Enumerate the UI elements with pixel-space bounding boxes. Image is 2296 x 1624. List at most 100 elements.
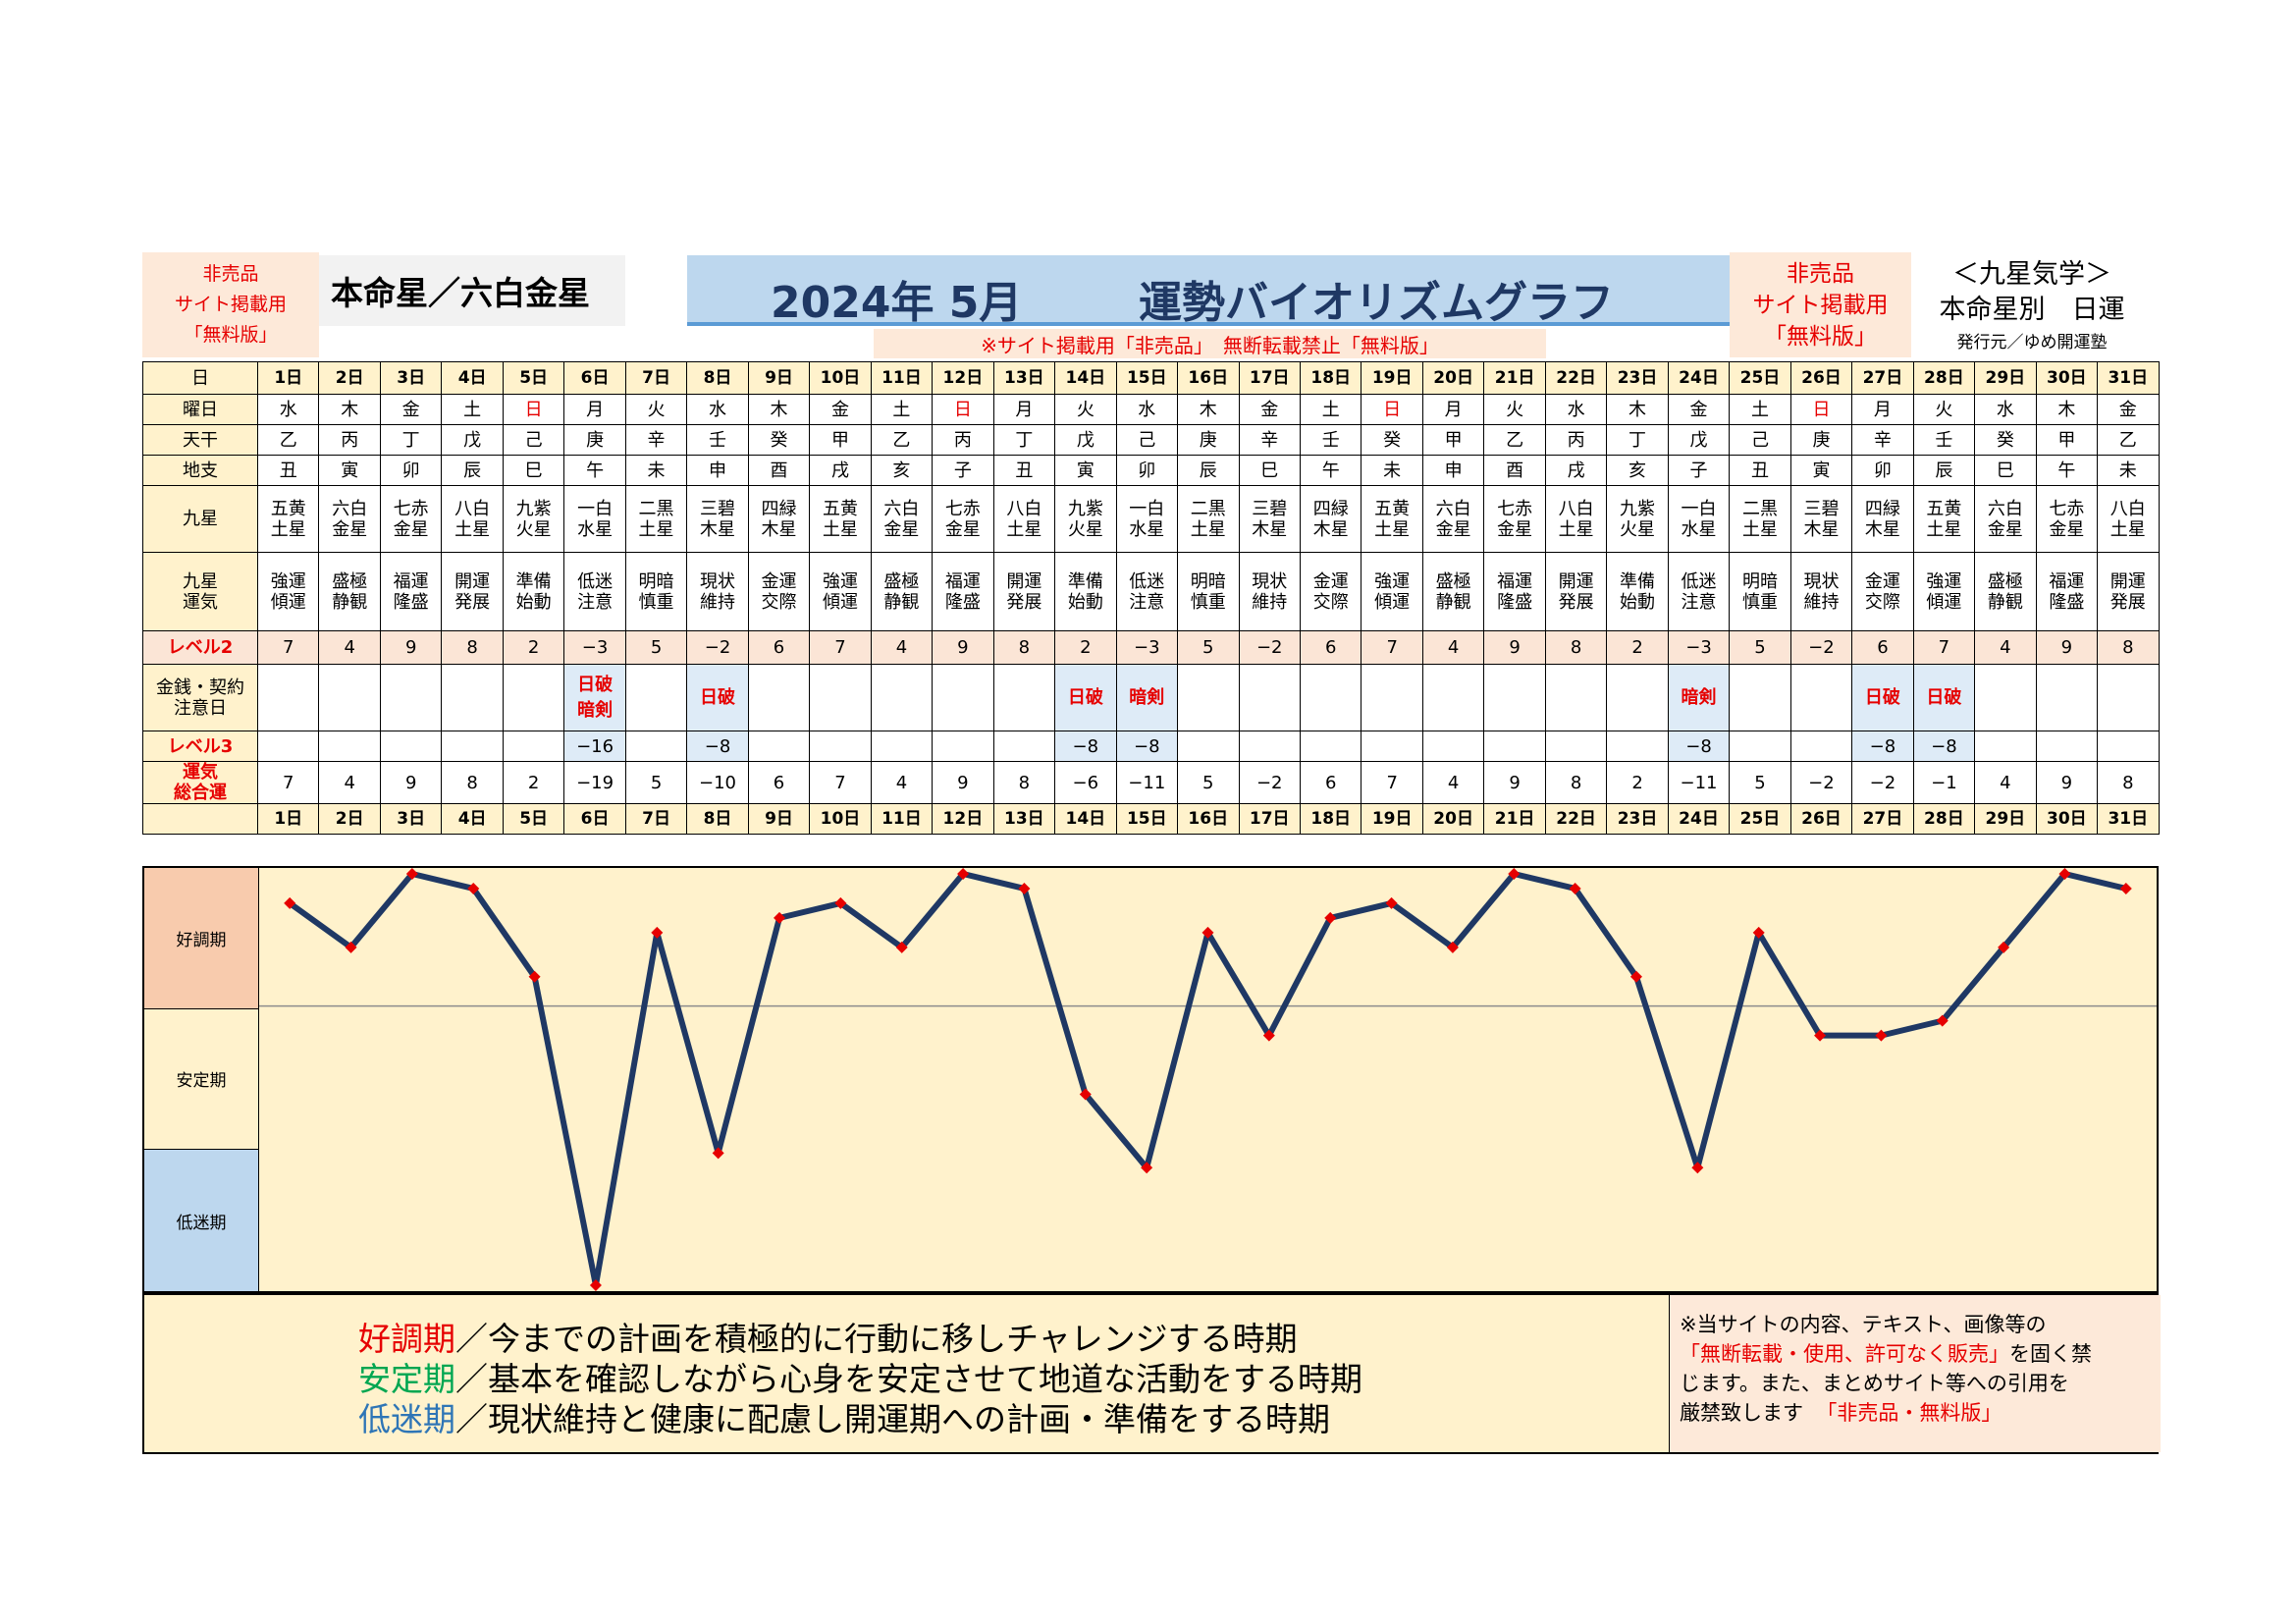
- total-cell: 7: [256, 761, 320, 804]
- kyusei-unki-cell-line: 傾運: [822, 591, 858, 613]
- day-cell: 6日: [563, 361, 626, 395]
- kyusei-cell: 三碧 木星: [686, 485, 749, 553]
- day-cell: 8日: [686, 361, 749, 395]
- level3-cell: [809, 731, 872, 762]
- day-cell: 3日: [379, 803, 443, 835]
- kyusei-cell-line: 水星: [1129, 518, 1165, 540]
- row-header: 金銭・契約 注意日: [142, 664, 258, 731]
- tenkan-cell: 癸: [1361, 424, 1423, 456]
- data-point: [467, 882, 480, 894]
- legend-term: 安定期: [358, 1360, 455, 1398]
- day-cell: 29日: [1974, 361, 2037, 395]
- kyusei-unki-cell-line: 静観: [332, 591, 368, 613]
- kyusei-subtitle: 本命星別 日運: [1939, 295, 2125, 325]
- kyusei-cell-line: 木星: [700, 518, 736, 540]
- day-cell: 14日: [1054, 803, 1117, 835]
- kyusei-unki-cell-line: 始動: [515, 591, 552, 613]
- day-cell: 6日: [563, 803, 626, 835]
- weekday-cell: 月: [563, 394, 626, 425]
- day-cell: 27日: [1851, 361, 1914, 395]
- kyusei-cell-line: 八白: [2109, 498, 2146, 519]
- kyusei-unki-cell: 開運 発展: [1544, 552, 1608, 631]
- money-cell: [1299, 664, 1362, 731]
- kyusei-cell-line: 四緑: [1864, 498, 1900, 519]
- money-cell: [1177, 664, 1240, 731]
- money-cell: [624, 664, 688, 731]
- level2-cell: 7: [1912, 630, 1976, 665]
- title-bar: 2024年 5月 運勢バイオリズムグラフ: [687, 255, 1730, 328]
- kyusei-cell-line: 土星: [1006, 518, 1042, 540]
- tenkan-cell: 己: [1115, 424, 1179, 456]
- copyright-line: を固く禁: [2009, 1342, 2092, 1366]
- kyusei-unki-cell-line: 発展: [454, 591, 491, 613]
- data-point: [284, 896, 296, 909]
- day-cell: 9日: [747, 361, 811, 395]
- legend-term: 低迷期: [358, 1400, 455, 1438]
- kyusei-cell: 七赤 金星: [932, 485, 994, 553]
- kyusei-unki-row: 九星 運気 強運 傾運 盛極 静観 福運 隆盛 開運 発展 準備 始動 低迷 注意 明暗 慎重 現状 維持 金運 交際…: [142, 552, 2160, 631]
- kyusei-unki-cell-line: 発展: [1558, 591, 1594, 613]
- kyusei-unki-cell-line: 傾運: [1374, 591, 1411, 613]
- money-cell: [2097, 664, 2160, 731]
- legend-text: ／基本を確認しながら心身を安定させて地道な活動をする時期: [455, 1360, 1362, 1398]
- kyusei-cell-line: 土星: [1741, 518, 1778, 540]
- kyusei-unki-cell-line: 注意: [577, 591, 614, 613]
- weekday-row: 曜日水木金土日月火水木金土日月火水木金土日月火水木金土日月火水木金: [142, 394, 2160, 425]
- kyusei-cell: 八白 土星: [2097, 485, 2160, 553]
- chishi-cell: 卯: [379, 455, 443, 486]
- money-row: 金銭・契約 注意日 日破 暗剣 日破 日破 暗剣 暗剣 日破 日破: [142, 664, 2160, 731]
- tenkan-cell: 丙: [1544, 424, 1608, 456]
- day-cell: 29日: [1974, 803, 2037, 835]
- day-cell: 4日: [441, 803, 504, 835]
- money-cell-line: 日破: [577, 674, 614, 695]
- weekday-cell: 木: [2035, 394, 2099, 425]
- kyusei-cell: 一白 水星: [1667, 485, 1731, 553]
- tenkan-cell: 乙: [256, 424, 320, 456]
- kyusei-cell: 五黄 土星: [256, 485, 320, 553]
- level2-cell: 8: [2097, 630, 2160, 665]
- level2-cell: 4: [1421, 630, 1485, 665]
- day-cell: 14日: [1054, 361, 1117, 395]
- weekday-cell: 月: [1421, 394, 1485, 425]
- kyusei-unki-cell-line: 開運: [1558, 570, 1594, 592]
- money-cell: [256, 664, 320, 731]
- kyusei-unki-cell-line: 始動: [1067, 591, 1103, 613]
- chishi-cell: 辰: [1912, 455, 1976, 486]
- kyusei-unki-cell-line: 交際: [761, 591, 797, 613]
- total-cell: −2: [1238, 761, 1301, 804]
- kyusei-cell: 五黄 土星: [1912, 485, 1976, 553]
- kyusei-unki-cell-line: 金運: [761, 570, 797, 592]
- kyusei-cell-line: 六白: [332, 498, 368, 519]
- total-cell: 2: [502, 761, 565, 804]
- kyusei-cell-line: 七赤: [393, 498, 429, 519]
- row-header: 曜日: [142, 394, 258, 425]
- kyusei-unki-cell: 強運 傾運: [1912, 552, 1976, 631]
- money-cell-line: 日破: [700, 686, 736, 708]
- day-cell: 11日: [870, 803, 934, 835]
- kyusei-cell-line: 水星: [577, 518, 614, 540]
- day-cell: 21日: [1483, 803, 1546, 835]
- weekday-cell: 日: [932, 394, 994, 425]
- total-cell: −1: [1912, 761, 1976, 804]
- kyusei-unki-cell: 福運 隆盛: [1483, 552, 1546, 631]
- kyusei-unki-cell-line: 低迷: [577, 570, 614, 592]
- data-point: [895, 941, 908, 953]
- kyusei-unki-cell-line: 開運: [2109, 570, 2146, 592]
- kyusei-unki-cell-line: 慎重: [638, 591, 674, 613]
- kyusei-unki-cell-line: 静観: [1987, 591, 2023, 613]
- money-cell: [1974, 664, 2037, 731]
- chishi-cell: 亥: [870, 455, 934, 486]
- kyusei-cell-line: 九紫: [1620, 498, 1656, 519]
- day-cell: 7日: [624, 361, 688, 395]
- money-cell-line: 日破: [1926, 686, 1962, 708]
- notice-bar: ※サイト掲載用「非売品」 無断転載禁止「無料版」: [874, 329, 1546, 358]
- total-cell: 8: [992, 761, 1056, 804]
- kyusei-unki-cell-line: 金運: [1312, 570, 1349, 592]
- kyusei-unki-cell: 福運 隆盛: [2035, 552, 2099, 631]
- data-point: [1018, 882, 1031, 894]
- kyusei-unki-cell: 福運 隆盛: [932, 552, 994, 631]
- not-for-sale-badge-left: 非売品 サイト掲載用 「無料版」: [142, 252, 319, 357]
- kyusei-unki-cell: 明暗 慎重: [1729, 552, 1791, 631]
- level2-cell: −2: [686, 630, 749, 665]
- row-header-line: 九星: [183, 570, 218, 592]
